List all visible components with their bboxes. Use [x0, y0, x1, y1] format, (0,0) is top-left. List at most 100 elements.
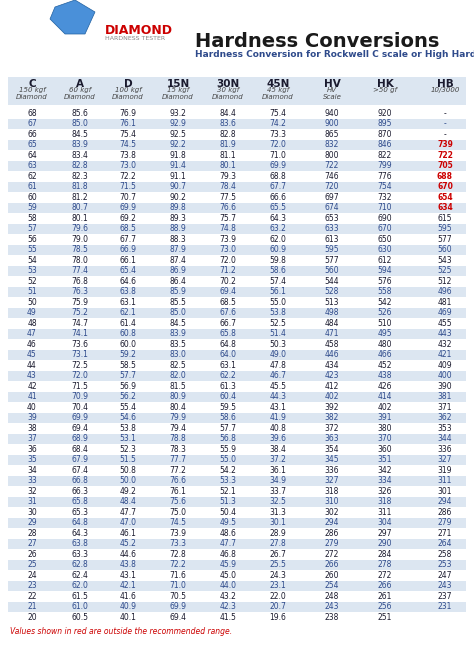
Bar: [8, 413, 466, 423]
Text: 90.2: 90.2: [170, 193, 186, 201]
Text: 311: 311: [378, 508, 392, 517]
Text: 62.0: 62.0: [270, 235, 286, 244]
Text: 24: 24: [27, 570, 37, 580]
Text: 390: 390: [438, 382, 452, 391]
Text: 65.3: 65.3: [72, 508, 89, 517]
Text: 59.2: 59.2: [119, 350, 137, 359]
Text: 68.5: 68.5: [219, 298, 237, 306]
Text: 426: 426: [378, 382, 392, 391]
Text: 70.5: 70.5: [170, 592, 186, 600]
Text: 83.9: 83.9: [72, 140, 89, 149]
Text: 39.6: 39.6: [270, 434, 286, 443]
Text: 654: 654: [437, 193, 453, 201]
Text: 381: 381: [438, 393, 452, 401]
Text: 53.1: 53.1: [119, 434, 137, 443]
Text: 43: 43: [27, 371, 37, 380]
Text: 43.8: 43.8: [119, 560, 137, 569]
Text: 83.4: 83.4: [72, 151, 89, 160]
Text: 79.0: 79.0: [72, 235, 89, 244]
Bar: [8, 580, 466, 591]
Text: 67.6: 67.6: [219, 308, 237, 318]
Text: 70.2: 70.2: [219, 276, 237, 286]
Text: 311: 311: [438, 476, 452, 485]
Text: >50 gf: >50 gf: [373, 87, 397, 93]
Text: 75.7: 75.7: [219, 214, 237, 223]
Text: 60.5: 60.5: [72, 613, 89, 622]
Text: 24.3: 24.3: [270, 570, 286, 580]
Text: 85.0: 85.0: [72, 119, 89, 128]
Text: 458: 458: [325, 340, 339, 349]
Text: 52.3: 52.3: [119, 445, 137, 454]
Text: 294: 294: [325, 518, 339, 527]
Text: 73.6: 73.6: [72, 340, 89, 349]
Text: 822: 822: [378, 151, 392, 160]
Text: 51.3: 51.3: [219, 497, 237, 506]
Text: 66: 66: [27, 130, 37, 139]
Text: 31.3: 31.3: [270, 508, 286, 517]
Text: 62.2: 62.2: [219, 371, 237, 380]
Text: 272: 272: [378, 570, 392, 580]
Text: 43.1: 43.1: [119, 570, 137, 580]
Text: 380: 380: [378, 424, 392, 433]
Text: 69.4: 69.4: [72, 424, 89, 433]
Text: 66.8: 66.8: [72, 476, 89, 485]
Text: 261: 261: [378, 592, 392, 600]
Text: 345: 345: [325, 455, 339, 464]
Text: 290: 290: [378, 539, 392, 548]
Text: 63.1: 63.1: [219, 361, 237, 370]
Text: 900: 900: [325, 119, 339, 128]
Text: 69.9: 69.9: [270, 161, 286, 170]
Text: 73.3: 73.3: [270, 130, 286, 139]
Text: 247: 247: [438, 570, 452, 580]
Text: 452: 452: [378, 361, 392, 370]
Text: 38: 38: [27, 424, 37, 433]
Text: 697: 697: [325, 193, 339, 201]
Text: 318: 318: [378, 497, 392, 506]
Text: 75.2: 75.2: [72, 308, 89, 318]
Text: 76.6: 76.6: [170, 476, 186, 485]
Text: 62.0: 62.0: [72, 581, 89, 590]
Text: 85.5: 85.5: [170, 298, 186, 306]
Text: 68: 68: [27, 109, 37, 118]
Text: 47.7: 47.7: [119, 508, 137, 517]
Text: 64.3: 64.3: [270, 214, 286, 223]
Text: 248: 248: [325, 592, 339, 600]
Text: 41.9: 41.9: [270, 413, 286, 422]
Text: 66.3: 66.3: [72, 487, 89, 496]
Text: 495: 495: [378, 329, 392, 338]
Text: 26.7: 26.7: [270, 550, 286, 559]
Text: 414: 414: [378, 393, 392, 401]
Text: 65.5: 65.5: [270, 203, 286, 213]
Bar: [8, 140, 466, 150]
Text: 48.4: 48.4: [119, 497, 137, 506]
Text: 72.2: 72.2: [170, 560, 186, 569]
Text: 22.0: 22.0: [270, 592, 286, 600]
Text: 76.9: 76.9: [119, 109, 137, 118]
Text: 46.1: 46.1: [119, 529, 137, 538]
Text: Hardness Conversion for Rockwell C scale or High Hardness Range: Hardness Conversion for Rockwell C scale…: [195, 50, 474, 59]
Text: 670: 670: [378, 224, 392, 233]
Bar: [8, 308, 466, 318]
Text: 238: 238: [325, 613, 339, 622]
Text: 264: 264: [438, 539, 452, 548]
Text: 62: 62: [27, 171, 37, 181]
Text: 59.5: 59.5: [219, 403, 237, 412]
Text: 776: 776: [378, 171, 392, 181]
Bar: [8, 329, 466, 339]
Text: 44.3: 44.3: [270, 393, 286, 401]
Bar: [8, 349, 466, 360]
Text: 336: 336: [325, 466, 339, 475]
Text: 48: 48: [27, 319, 37, 328]
Text: 45.5: 45.5: [270, 382, 286, 391]
Text: Diamond: Diamond: [162, 94, 194, 100]
Text: 510: 510: [378, 319, 392, 328]
Text: 432: 432: [438, 340, 452, 349]
Text: 26: 26: [27, 550, 37, 559]
Text: 78.8: 78.8: [170, 434, 186, 443]
Text: 75.4: 75.4: [119, 130, 137, 139]
Text: 23.1: 23.1: [270, 581, 286, 590]
Text: 50.8: 50.8: [119, 466, 137, 475]
Text: 58.6: 58.6: [219, 413, 237, 422]
Text: 634: 634: [437, 203, 453, 213]
Text: 89.3: 89.3: [170, 214, 186, 223]
